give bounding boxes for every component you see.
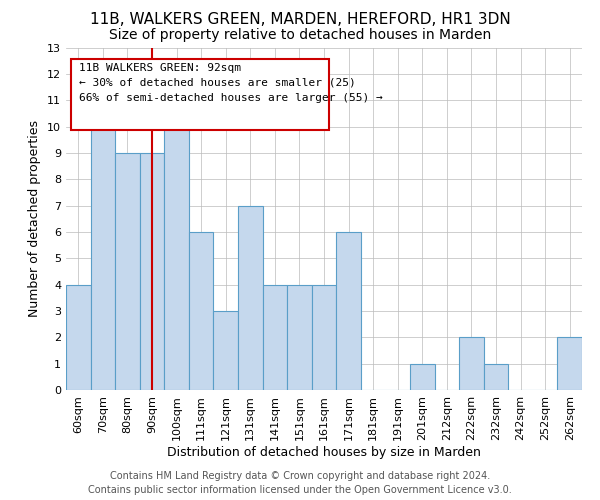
Bar xyxy=(189,232,214,390)
Bar xyxy=(336,232,361,390)
Text: Size of property relative to detached houses in Marden: Size of property relative to detached ho… xyxy=(109,28,491,42)
Bar xyxy=(91,100,115,390)
Bar xyxy=(164,100,189,390)
Bar xyxy=(459,338,484,390)
X-axis label: Distribution of detached houses by size in Marden: Distribution of detached houses by size … xyxy=(167,446,481,458)
Bar xyxy=(214,311,238,390)
Bar xyxy=(115,153,140,390)
Bar xyxy=(140,153,164,390)
Text: 11B, WALKERS GREEN, MARDEN, HEREFORD, HR1 3DN: 11B, WALKERS GREEN, MARDEN, HEREFORD, HR… xyxy=(89,12,511,28)
Y-axis label: Number of detached properties: Number of detached properties xyxy=(28,120,41,318)
Bar xyxy=(287,284,312,390)
Bar xyxy=(66,284,91,390)
Bar xyxy=(238,206,263,390)
Text: Contains HM Land Registry data © Crown copyright and database right 2024.
Contai: Contains HM Land Registry data © Crown c… xyxy=(88,471,512,495)
Bar xyxy=(312,284,336,390)
Bar xyxy=(557,338,582,390)
FancyBboxPatch shape xyxy=(71,60,329,130)
Bar xyxy=(263,284,287,390)
Text: 11B WALKERS GREEN: 92sqm
← 30% of detached houses are smaller (25)
66% of semi-d: 11B WALKERS GREEN: 92sqm ← 30% of detach… xyxy=(79,63,383,102)
Bar xyxy=(410,364,434,390)
Bar xyxy=(484,364,508,390)
